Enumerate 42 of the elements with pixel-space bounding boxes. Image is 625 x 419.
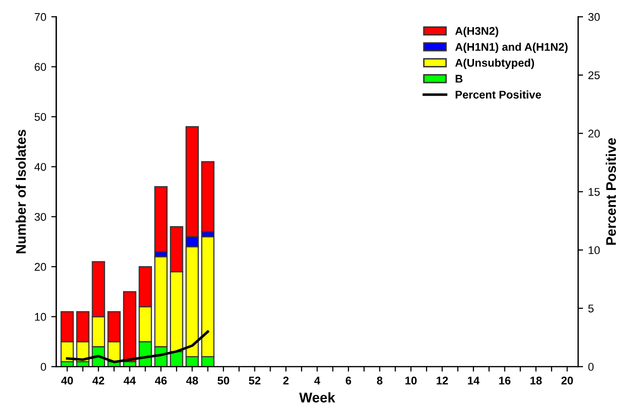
y-tick-label: 50 [34,112,46,121]
legend-label: A(H3N2) [455,26,498,38]
bar [123,291,136,362]
y2-tick-label: 20 [588,130,600,138]
y-tick-label: 40 [34,162,46,171]
x-tick-label: 2 [283,376,289,384]
y2-axis-title: Percent Positive [606,138,616,245]
x-tick-label: 4 [314,376,320,384]
x-tick-label: 48 [186,376,198,385]
y-tick-label: 0 [40,362,46,371]
x-tick-label: 20 [561,376,573,385]
y2-tick-label: 30 [588,13,600,21]
x-axis-title: Week [299,392,336,402]
legend-label: Percent Positive [456,90,542,99]
x-tick-label: 52 [248,376,260,385]
x-tick-label: 12 [436,376,448,384]
line-series [66,330,210,364]
legend-label: B [456,74,462,83]
y2-tick-label: 0 [588,362,594,371]
y-tick-label: 10 [35,312,46,321]
y-tick-label: 70 [34,13,46,21]
y2-tick-label: 10 [588,246,600,254]
x-tick-label: 8 [376,376,382,385]
x-tick-label: 46 [154,376,167,385]
y2-tick-label: 5 [588,304,594,312]
legend-label: A(Unsubtyped) [455,58,534,69]
legend-label: A(H1N1) and A(H1N2) [455,42,568,54]
x-tick-label: 18 [530,376,542,385]
y-tick-label: 30 [34,212,46,221]
y2-tick-label: 15 [588,188,600,196]
y2-tick-label: 25 [588,71,600,80]
y-axis-title: Number of Isolates [16,130,26,254]
x-tick-label: 10 [405,376,417,385]
x-tick-label: 50 [218,376,230,385]
x-tick-label: 14 [468,376,480,384]
x-tick-label: 44 [124,376,136,384]
x-tick-label: 16 [499,376,510,385]
x-tick-label: 40 [61,376,73,385]
y-tick-label: 20 [34,262,46,271]
y-tick-label: 60 [34,63,46,71]
x-tick-label: 6 [346,376,352,385]
x-tick-label: 42 [92,376,104,384]
